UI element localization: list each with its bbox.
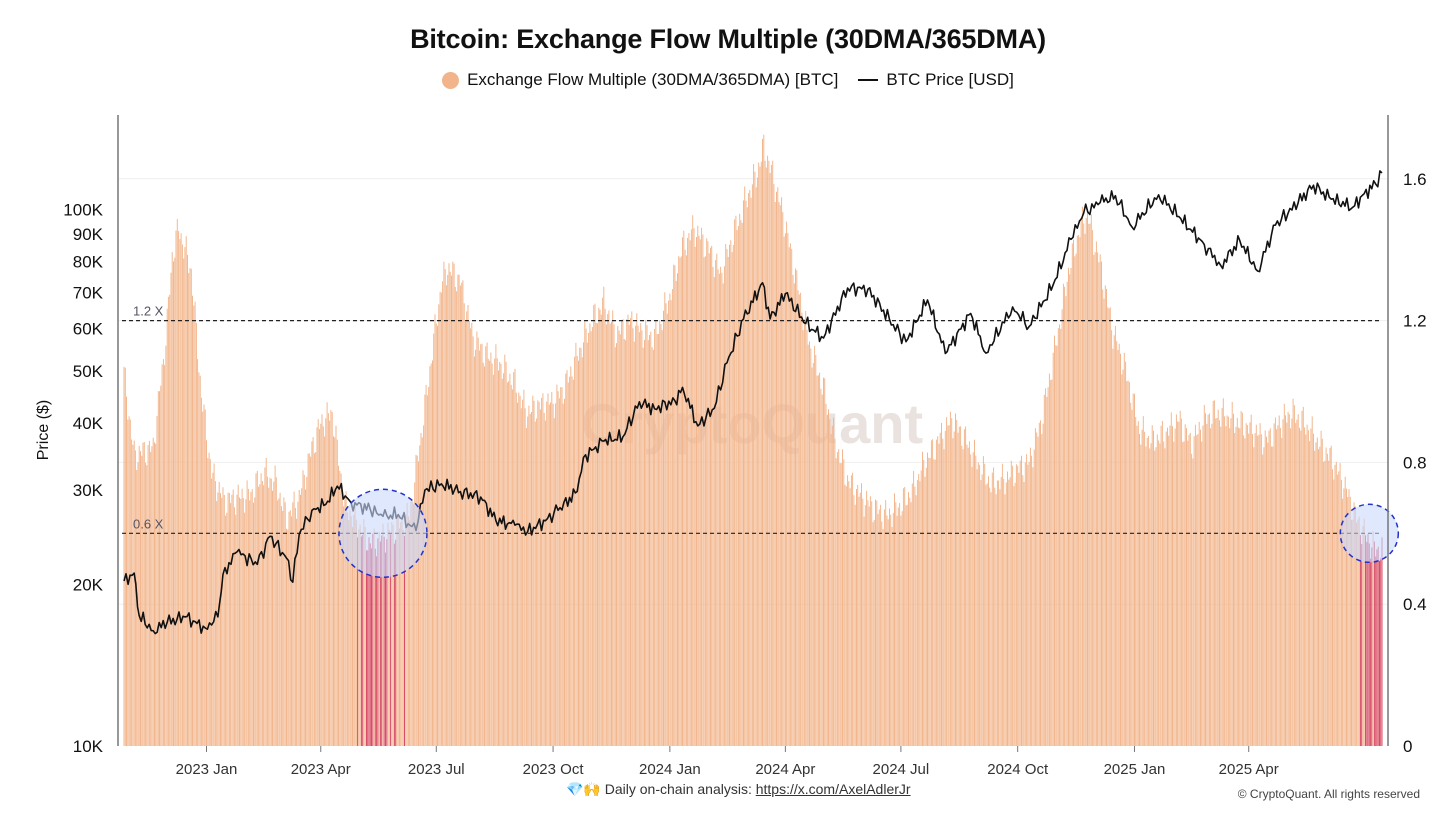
- x-tick-label: 2024 Jan: [639, 761, 701, 778]
- footer-analysis: 💎🙌 Daily on-chain analysis: https://x.co…: [566, 781, 911, 798]
- left-tick-label: 80K: [73, 252, 104, 271]
- price-line: [123, 170, 1383, 635]
- legend-flow-label: Exchange Flow Multiple (30DMA/365DMA) [B…: [467, 70, 839, 89]
- left-tick-label: 40K: [73, 414, 104, 433]
- chart-title: Bitcoin: Exchange Flow Multiple (30DMA/3…: [410, 24, 1046, 54]
- left-tick-label: 10K: [73, 737, 104, 756]
- right-tick-label: 0.8: [1403, 453, 1427, 472]
- x-tick-label: 2025 Apr: [1219, 761, 1279, 778]
- right-tick-label: 0: [1403, 737, 1412, 756]
- x-tick-label: 2023 Jan: [176, 761, 238, 778]
- legend-item-price[interactable]: BTC Price [USD]: [858, 70, 1014, 90]
- legend-item-flow[interactable]: Exchange Flow Multiple (30DMA/365DMA) [B…: [442, 70, 838, 90]
- right-tick-label: 0.4: [1403, 595, 1427, 614]
- legend-flow-swatch: [442, 71, 460, 89]
- x-tick-label: 2023 Oct: [523, 761, 585, 778]
- footer-link[interactable]: https://x.com/AxelAdlerJr: [755, 781, 911, 797]
- left-axis-label: Price ($): [35, 400, 52, 460]
- x-tick-label: 2025 Jan: [1104, 761, 1166, 778]
- x-tick-label: 2024 Oct: [987, 761, 1049, 778]
- x-tick-label: 2024 Apr: [755, 761, 815, 778]
- right-tick-label: 1.2: [1403, 312, 1427, 331]
- x-tick-label: 2023 Jul: [408, 761, 465, 778]
- left-tick-label: 70K: [73, 284, 104, 303]
- legend-price-label: BTC Price [USD]: [886, 70, 1014, 89]
- copyright-text: © CryptoQuant. All rights reserved: [1237, 787, 1420, 801]
- left-tick-label: 50K: [73, 362, 104, 381]
- left-tick-label: 20K: [73, 575, 104, 594]
- flow-bars: [123, 134, 1383, 746]
- right-tick-label: 1.6: [1403, 170, 1427, 189]
- reference-line-label: 0.6 X: [133, 516, 164, 531]
- x-tick-label: 2024 Jul: [873, 761, 930, 778]
- highlight-circle: [338, 488, 428, 579]
- left-tick-label: 60K: [73, 320, 104, 339]
- highlight-circle: [1339, 503, 1400, 564]
- left-tick-label: 30K: [73, 481, 104, 500]
- diamond-hands-icon: 💎🙌: [566, 781, 601, 797]
- footer-text: Daily on-chain analysis:: [604, 781, 752, 797]
- reference-line-label: 1.2 X: [133, 304, 164, 319]
- left-tick-label: 90K: [73, 225, 104, 244]
- left-tick-label: 100K: [63, 200, 103, 219]
- chart-legend: Exchange Flow Multiple (30DMA/365DMA) [B…: [0, 70, 1456, 90]
- legend-price-swatch: [858, 79, 879, 81]
- x-tick-label: 2023 Apr: [291, 761, 351, 778]
